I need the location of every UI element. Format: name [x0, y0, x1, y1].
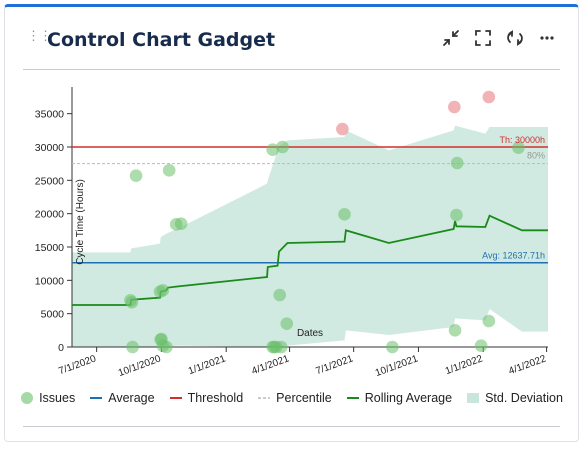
legend-item-issues[interactable]: Issues [20, 391, 75, 405]
issue-point [129, 169, 143, 182]
issue-point [266, 143, 279, 156]
legend-item-rolling-average[interactable]: Rolling Average [346, 391, 452, 405]
y-tick-label: 20000 [35, 209, 64, 221]
x-tick-label: 7/1/2020 [57, 353, 98, 377]
chart-legend: Issues Average Threshold Percentile Roll… [5, 391, 578, 405]
chart-labels: Th: 30000h 80% Avg: 12637.71h Cycle Time (H… [75, 135, 545, 339]
y-tick-label: 30000 [35, 142, 64, 154]
y-tick-label: 25000 [35, 175, 64, 187]
x-tick-label: 4/1/2021 [250, 353, 291, 377]
legend-label: Average [108, 391, 155, 405]
issue-point [276, 140, 289, 154]
legend-label: Std. Deviation [485, 391, 563, 405]
issue-point [512, 141, 525, 154]
issue-point [125, 296, 139, 309]
header-actions [442, 29, 556, 47]
issue-point [482, 314, 496, 328]
y-tick-label: 5000 [41, 309, 65, 321]
legend-item-percentile[interactable]: Percentile [257, 391, 332, 405]
more-icon[interactable] [538, 29, 556, 47]
refresh-icon[interactable] [506, 29, 524, 47]
header-divider [23, 69, 560, 70]
issue-point [174, 217, 188, 230]
collapse-icon[interactable] [442, 29, 460, 47]
issue-point [126, 340, 139, 354]
issue-point [474, 339, 488, 352]
legend-item-std-deviation[interactable]: Std. Deviation [466, 391, 563, 405]
y-tick-label: 15000 [35, 242, 64, 254]
average-label: Avg: 12637.71h [482, 251, 545, 261]
issue-point [338, 208, 351, 221]
x-axis-title: Dates [297, 328, 323, 339]
y-tick-label: 0 [58, 342, 64, 354]
legend-item-average[interactable]: Average [89, 391, 155, 405]
control-chart-gadget: ⋮⋮ Control Chart Gadget 0 5000 10000 15000 2… [4, 4, 579, 442]
issue-point [280, 317, 294, 330]
issue-point [450, 156, 464, 170]
legend-label: Threshold [187, 391, 244, 405]
issue-point [162, 164, 176, 177]
issues-scatter [124, 90, 525, 354]
issue-point [273, 288, 287, 302]
y-axis-title: Cycle Time (Hours) [75, 179, 86, 265]
legend-label: Issues [39, 391, 76, 405]
percentile-label: 80% [527, 151, 545, 161]
control-chart: 0 5000 10000 15000 20000 25000 30000 35000 7/1/2… [35, 87, 548, 379]
issue-point [274, 340, 288, 354]
issue-point [448, 324, 462, 337]
issue-point [336, 122, 349, 136]
fullscreen-icon[interactable] [474, 29, 492, 47]
legend-label: Rolling Average [364, 391, 453, 405]
x-tick-label: 7/1/2021 [314, 353, 355, 377]
gadget-header: ⋮⋮ Control Chart Gadget [5, 7, 578, 71]
drag-handle-icon[interactable]: ⋮⋮ [27, 28, 52, 43]
std-deviation-area [72, 125, 548, 348]
x-tick-label: 1/1/2022 [444, 353, 485, 377]
y-tick-label: 10000 [35, 275, 64, 287]
std-deviation-band [72, 125, 548, 348]
issue-point [160, 340, 173, 354]
footer-divider [23, 426, 560, 427]
x-tick-label: 4/1/2022 [507, 353, 548, 377]
issue-point [450, 208, 463, 222]
y-tick-label: 35000 [35, 109, 64, 121]
gadget-title: Control Chart Gadget [47, 29, 276, 51]
x-tick-label: 10/1/2021 [374, 353, 420, 379]
issue-point [386, 340, 399, 354]
legend-label: Percentile [276, 391, 332, 405]
issue-point [156, 284, 170, 297]
threshold-label: Th: 30000h [499, 135, 545, 145]
legend-item-threshold[interactable]: Threshold [169, 391, 244, 405]
x-tick-label: 1/1/2021 [187, 353, 228, 377]
issue-point [482, 90, 496, 104]
issue-point [448, 100, 461, 114]
x-tick-label: 10/1/2020 [117, 353, 163, 379]
reference-lines [72, 146, 548, 264]
